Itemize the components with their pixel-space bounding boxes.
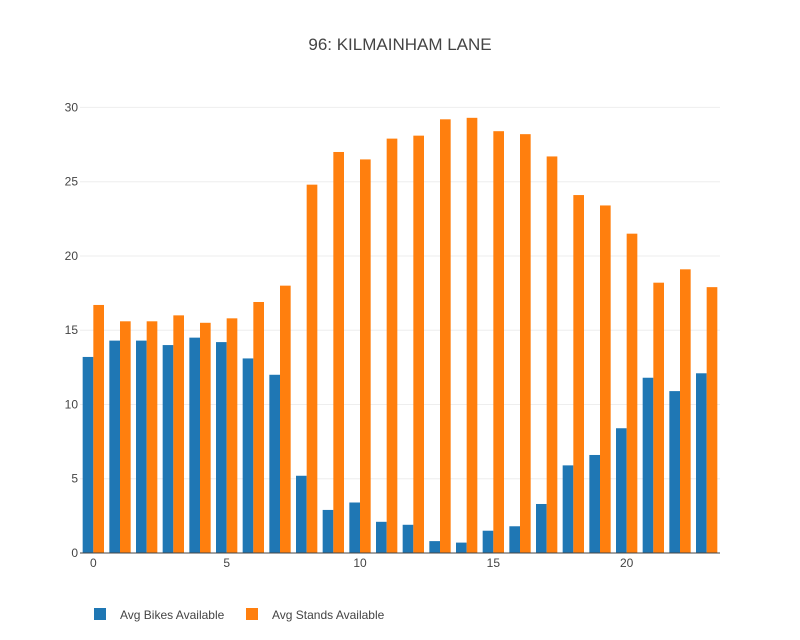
y-tick-label: 0 (71, 546, 78, 560)
bar-stands (573, 195, 584, 554)
bar-stands (680, 269, 691, 553)
bar-bikes (562, 465, 574, 553)
bar-bikes (189, 337, 200, 553)
y-tick-label: 10 (65, 397, 79, 411)
bar-bikes (242, 358, 254, 553)
bar-stands (520, 134, 531, 554)
y-axis-ticks: 0 5 10 15 20 25 30 (65, 100, 79, 560)
bar-stands (413, 135, 424, 553)
bar-stands (120, 321, 131, 553)
legend-swatch (246, 608, 258, 620)
y-tick-label: 25 (65, 175, 79, 189)
bars-group (82, 117, 718, 554)
bar-stands (653, 282, 664, 553)
bar-bikes (136, 340, 147, 553)
x-tick-label: 0 (90, 556, 97, 570)
bar-stands (440, 119, 451, 553)
bar-bikes (376, 521, 387, 553)
bar-stands (200, 322, 211, 553)
bar-bikes (216, 342, 227, 553)
bar-stands (226, 318, 238, 553)
bar-bikes (349, 502, 360, 553)
x-tick-label: 5 (223, 556, 230, 570)
bar-bikes (482, 530, 494, 553)
bar-stands (173, 315, 184, 553)
bar-bikes (109, 340, 120, 553)
bar-stands (333, 151, 344, 553)
bar-bikes (402, 524, 414, 553)
legend-label: Avg Bikes Available (120, 608, 225, 622)
bar-stands (280, 285, 291, 553)
bar-stands (306, 184, 318, 554)
bar-stands (386, 138, 398, 553)
bar-stands (600, 205, 611, 553)
bar-bikes (509, 526, 520, 553)
bar-bikes (589, 454, 600, 553)
bar-bikes (322, 509, 334, 553)
legend: Avg Bikes Available Avg Stands Available (94, 608, 385, 622)
bar-bikes (536, 503, 547, 553)
y-tick-label: 15 (65, 323, 79, 337)
bar-stands (360, 159, 371, 553)
y-tick-label: 20 (65, 249, 79, 263)
x-tick-label: 20 (620, 556, 634, 570)
chart-title: 96: KILMAINHAM LANE (308, 35, 491, 54)
bar-stands (146, 321, 158, 553)
legend-label: Avg Stands Available (272, 608, 385, 622)
legend-swatch (94, 608, 106, 620)
x-axis-ticks: 0 5 10 15 20 (90, 556, 634, 570)
bar-stands (253, 301, 264, 553)
bar-bikes (82, 356, 94, 553)
bar-stands (626, 233, 638, 554)
y-tick-label: 30 (65, 100, 79, 114)
bar-bikes (269, 374, 280, 553)
x-tick-label: 10 (353, 556, 367, 570)
bar-bikes (669, 391, 680, 553)
bar-stands (493, 131, 504, 553)
bar-bikes (616, 428, 627, 553)
bar-stands (466, 117, 478, 554)
x-tick-label: 15 (487, 556, 501, 570)
bar-bikes (642, 377, 654, 553)
bar-bikes (696, 373, 707, 553)
bar-bikes (429, 541, 440, 553)
bar-stands (546, 156, 558, 554)
y-tick-label: 5 (71, 472, 78, 486)
bar-bikes (456, 542, 467, 553)
bar-stands (706, 287, 718, 553)
bar-bikes (296, 475, 307, 553)
gridlines (80, 106, 720, 480)
bar-stands (93, 304, 104, 553)
bar-bikes (162, 345, 174, 553)
